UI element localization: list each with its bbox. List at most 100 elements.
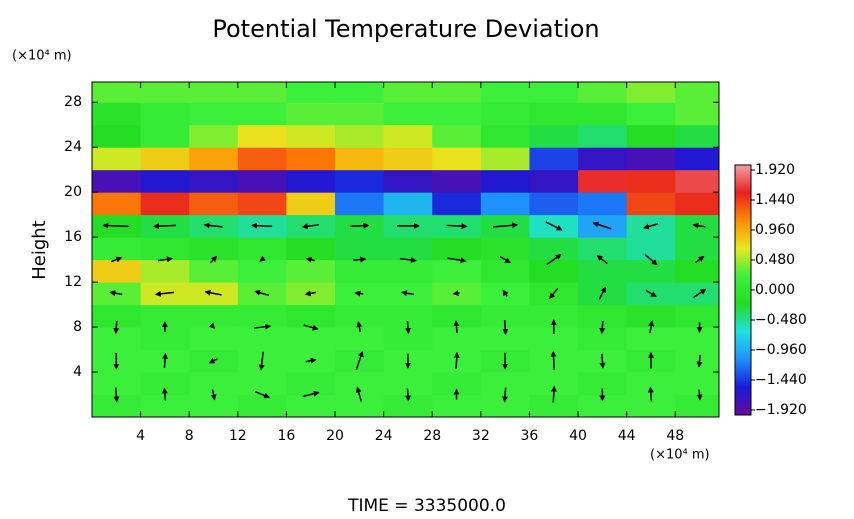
heat-cell [480,147,530,171]
heat-cell [578,82,628,103]
heat-cell [675,259,719,283]
heat-cell [480,372,530,396]
heat-cell [675,82,719,103]
x-tick-label: 20 [326,428,344,444]
wind-arrow [549,287,559,300]
cbar-tick-label: −0.960 [755,342,807,358]
heat-cell [383,169,433,193]
heat-cell [140,394,190,417]
heat-cell [480,327,530,351]
heat-cell [189,237,239,261]
heat-cell [432,327,482,351]
heat-cell [140,124,190,148]
x-tick-label: 16 [278,428,296,444]
y-tick-label: 12 [64,274,82,290]
heat-cell [529,169,579,193]
wind-arrow [695,256,705,264]
heat-cell [237,124,287,148]
heat-cell [92,124,142,148]
heat-cell [432,237,482,261]
heat-cell [383,82,433,103]
heat-cell [480,192,530,216]
wind-arrow [356,321,363,333]
heat-cell [237,304,287,328]
wind-arrow [545,221,563,231]
heat-cell [383,304,433,328]
heat-cell [578,372,628,396]
heat-cell [383,102,433,126]
heat-cell [578,169,628,193]
wind-arrow [645,289,657,297]
heat-cell [189,394,239,417]
plot-area [92,82,719,417]
y-tick-label: 28 [64,94,82,110]
heat-cell [286,124,336,148]
heat-cell [529,82,579,103]
plot-frame [91,81,720,418]
wind-arrow [648,320,655,334]
y-tick-label: 16 [64,229,82,245]
heat-cell [92,102,142,126]
wind-arrow [405,388,412,402]
wind-arrow [304,290,316,297]
wind-arrow [305,256,315,263]
heat-cell [626,124,676,148]
wind-arrow [502,387,508,403]
heat-cell [335,124,385,148]
wind-arrow [502,320,509,336]
wind-arrow [162,352,169,368]
heat-cell [626,372,676,396]
wind-arrow [693,288,707,298]
heat-cell [675,192,719,216]
heat-cell [189,147,239,171]
wind-arrow [642,223,659,230]
heat-cell [140,169,190,193]
heat-cell [529,102,579,126]
heat-cell [432,102,482,126]
heat-cell [140,147,190,171]
heat-cell [140,327,190,351]
heat-cell [335,147,385,171]
heat-cell [529,147,579,171]
wind-arrow [447,257,467,264]
cbar-tick-label: −1.920 [755,402,807,418]
heat-cell [189,82,239,103]
heat-cell [675,147,719,171]
heat-cell [189,169,239,193]
heat-cell [432,124,482,148]
heat-cell [237,327,287,351]
heat-cell [237,102,287,126]
wind-arrow [453,320,460,334]
heat-cell [189,372,239,396]
wind-arrow [353,256,367,263]
wind-arrow [696,354,703,368]
heat-cell [675,327,719,351]
wind-arrow [550,385,557,403]
wind-arrow [254,289,270,297]
heat-cell [286,259,336,283]
heat-cell [432,147,482,171]
heat-cell [529,327,579,351]
wind-arrow [354,290,364,297]
heat-cell [675,124,719,148]
heat-cell [189,327,239,351]
heat-cell [675,372,719,396]
heat-cell [286,147,336,171]
wind-arrow [647,386,654,402]
wind-arrow [405,321,412,335]
wind-arrow [302,390,320,398]
heat-cell [237,259,287,283]
wind-arrow [157,256,173,263]
heat-cell [432,82,482,103]
heat-cell [286,82,336,103]
wind-arrow [598,286,607,300]
heat-cell [480,102,530,126]
x-tick-label: 28 [423,428,441,444]
heat-cell [92,304,142,328]
heat-cell [578,147,628,171]
heat-cell [286,327,336,351]
wind-arrow [254,323,272,330]
wind-arrow [493,222,519,229]
wind-arrow [355,350,364,371]
heat-cell [237,394,287,417]
